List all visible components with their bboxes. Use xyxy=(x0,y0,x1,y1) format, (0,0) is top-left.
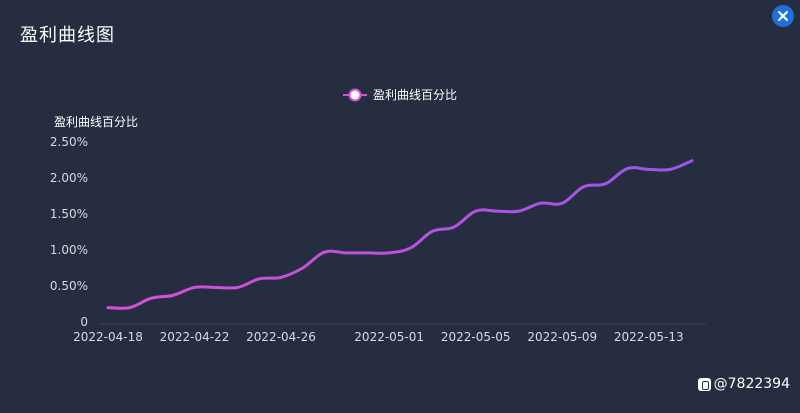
y-tick-label: 2.50% xyxy=(50,135,88,149)
x-tick-label: 2022-05-13 xyxy=(614,330,684,344)
y-tick-label: 1.00% xyxy=(50,243,88,257)
close-button[interactable] xyxy=(772,5,794,27)
x-tick-label: 2022-05-05 xyxy=(441,330,511,344)
y-tick-label: 1.50% xyxy=(50,207,88,221)
x-tick-label: 2022-04-26 xyxy=(246,330,316,344)
legend-label: 盈利曲线百分比 xyxy=(373,88,457,102)
x-tick-label: 2022-04-22 xyxy=(160,330,230,344)
x-tick-label: 2022-05-01 xyxy=(354,330,424,344)
x-axis-ticks: 2022-04-18 2022-04-22 2022-04-26 2022-05-01… xyxy=(73,330,683,344)
y-tick-label: 2.00% xyxy=(50,171,88,185)
legend-marker xyxy=(348,88,362,102)
app-logo-icon xyxy=(697,377,711,391)
y-axis-ticks: 0 0.50% 1.00% 1.50% 2.00% 2.50% xyxy=(50,135,88,329)
x-tick-label: 2022-04-18 xyxy=(73,330,143,344)
y-axis-title: 盈利曲线百分比 xyxy=(54,115,138,129)
watermark: @7822394 xyxy=(697,376,790,392)
y-tick-label: 0 xyxy=(80,315,88,329)
series-line-profit xyxy=(106,159,694,310)
x-tick-label: 2022-05-09 xyxy=(527,330,597,344)
watermark-text: @7822394 xyxy=(713,376,790,392)
chart-legend[interactable]: 盈利曲线百分比 xyxy=(343,88,457,102)
panel-title: 盈利曲线图 xyxy=(20,25,115,46)
close-icon xyxy=(778,11,788,21)
y-tick-label: 0.50% xyxy=(50,279,88,293)
